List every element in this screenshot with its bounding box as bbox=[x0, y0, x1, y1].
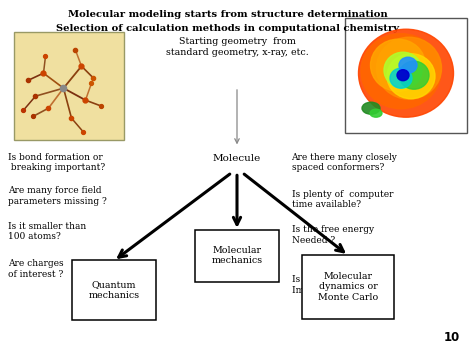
FancyBboxPatch shape bbox=[72, 260, 156, 320]
Text: Molecular
dynamics or
Monte Carlo: Molecular dynamics or Monte Carlo bbox=[318, 272, 379, 301]
Text: Molecular modeling starts from structure determination: Molecular modeling starts from structure… bbox=[68, 10, 387, 18]
Ellipse shape bbox=[399, 61, 429, 89]
Text: Is bond formation or
 breaking important?: Is bond formation or breaking important? bbox=[8, 153, 105, 172]
Text: Is the free energy
Needed ?: Is the free energy Needed ? bbox=[292, 225, 374, 245]
Ellipse shape bbox=[387, 54, 435, 99]
Ellipse shape bbox=[370, 109, 382, 117]
Text: Are charges
of interest ?: Are charges of interest ? bbox=[8, 259, 64, 279]
FancyBboxPatch shape bbox=[345, 18, 467, 133]
Ellipse shape bbox=[371, 39, 426, 91]
Text: Is solvation
Important ?: Is solvation Important ? bbox=[292, 275, 346, 295]
Ellipse shape bbox=[362, 102, 380, 114]
Text: Are there many closely
spaced conformers?: Are there many closely spaced conformers… bbox=[292, 153, 397, 172]
Text: Is plenty of  computer
time available?: Is plenty of computer time available? bbox=[292, 190, 393, 209]
Text: Quantum
mechanics: Quantum mechanics bbox=[88, 280, 139, 300]
Text: Selection of calculation methods in computational chemistry: Selection of calculation methods in comp… bbox=[56, 24, 399, 33]
Text: 10: 10 bbox=[444, 331, 460, 344]
Text: Is it smaller than
100 atoms?: Is it smaller than 100 atoms? bbox=[8, 222, 86, 241]
Ellipse shape bbox=[390, 68, 412, 88]
Ellipse shape bbox=[399, 57, 417, 73]
Ellipse shape bbox=[397, 70, 409, 81]
FancyBboxPatch shape bbox=[195, 230, 279, 282]
Ellipse shape bbox=[384, 52, 422, 88]
FancyBboxPatch shape bbox=[302, 255, 394, 318]
Text: Starting geometry  from
standard geometry, x-ray, etc.: Starting geometry from standard geometry… bbox=[165, 37, 309, 57]
Ellipse shape bbox=[361, 34, 441, 109]
Ellipse shape bbox=[358, 29, 454, 117]
Text: Molecular
mechanics: Molecular mechanics bbox=[211, 246, 263, 266]
FancyBboxPatch shape bbox=[14, 32, 124, 140]
Ellipse shape bbox=[376, 37, 441, 99]
Text: Molecule: Molecule bbox=[213, 154, 261, 163]
Text: Are many force field
parameters missing ?: Are many force field parameters missing … bbox=[8, 186, 107, 206]
